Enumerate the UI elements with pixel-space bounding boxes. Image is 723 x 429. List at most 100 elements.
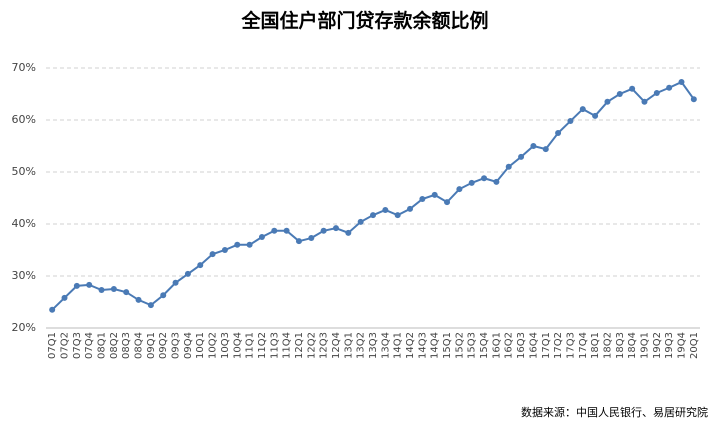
x-tick-label: 07Q1	[47, 332, 58, 359]
x-tick-label: 13Q4	[380, 332, 391, 359]
x-tick-label: 11Q4	[282, 332, 293, 359]
x-tick-label: 14Q3	[417, 332, 428, 359]
x-tick-label: 16Q4	[528, 332, 539, 359]
x-tick-label: 17Q3	[565, 332, 576, 359]
chart-title: 全国住户部门贷存款余额比例	[240, 9, 488, 32]
data-point	[197, 262, 204, 269]
data-point	[110, 286, 117, 292]
data-point	[61, 294, 68, 301]
x-tick-label: 08Q1	[97, 332, 108, 359]
data-point	[246, 241, 253, 248]
y-tick-label: 50%	[12, 165, 36, 178]
data-point	[184, 270, 191, 277]
x-tick-label: 09Q4	[183, 332, 194, 359]
data-point	[345, 229, 352, 236]
y-tick-label: 30%	[12, 269, 36, 282]
x-tick-label: 08Q3	[121, 332, 132, 359]
data-point	[135, 296, 142, 303]
x-tick-label: 15Q1	[442, 332, 453, 359]
x-tick-label: 12Q2	[306, 332, 317, 359]
data-point	[407, 205, 414, 212]
x-tick-label: 10Q1	[195, 332, 206, 359]
data-point	[678, 79, 685, 86]
x-tick-label: 14Q2	[405, 332, 416, 359]
data-point	[370, 212, 376, 219]
data-point	[629, 85, 636, 92]
y-tick-label: 70%	[12, 61, 36, 74]
data-point	[444, 199, 451, 206]
data-point	[530, 143, 537, 149]
x-tick-label: 17Q4	[578, 332, 589, 359]
data-point	[555, 130, 562, 136]
data-point	[604, 98, 611, 105]
x-tick-label: 10Q4	[232, 332, 243, 359]
x-tick-label: 09Q1	[146, 332, 157, 359]
data-point	[419, 196, 426, 203]
data-point	[123, 289, 130, 296]
x-tick-label: 18Q1	[590, 332, 601, 359]
data-point	[431, 191, 438, 198]
data-point	[172, 279, 179, 286]
x-tick-label: 19Q3	[664, 332, 675, 359]
data-point	[592, 112, 599, 119]
data-point	[493, 178, 500, 185]
data-point	[73, 282, 80, 289]
x-tick-label: 16Q1	[491, 332, 502, 359]
data-point	[160, 292, 167, 299]
x-tick-label: 08Q2	[109, 332, 120, 359]
data-point	[86, 281, 93, 288]
x-tick-label: 12Q1	[294, 332, 305, 359]
data-point	[332, 225, 339, 232]
x-tick-label: 13Q1	[343, 332, 354, 359]
x-tick-label: 10Q3	[220, 332, 231, 359]
data-point	[221, 247, 228, 253]
x-tick-label: 14Q4	[430, 332, 441, 359]
x-tick-label: 12Q3	[319, 332, 330, 359]
x-tick-label: 16Q3	[516, 332, 527, 359]
data-point	[283, 227, 290, 234]
x-tick-label: 12Q4	[331, 332, 342, 359]
data-point	[147, 302, 154, 309]
x-tick-label: 07Q3	[72, 332, 83, 359]
y-tick-label: 60%	[12, 113, 36, 126]
data-point	[579, 106, 586, 113]
source-note: 数据来源：中国人民银行、易居研究院	[521, 405, 708, 419]
data-point	[209, 251, 216, 258]
data-point	[357, 218, 364, 225]
x-tick-label: 11Q2	[257, 332, 268, 359]
data-point	[505, 163, 512, 170]
x-tick-label: 08Q4	[134, 332, 145, 359]
data-point	[394, 212, 401, 219]
x-tick-label: 10Q2	[208, 332, 219, 359]
x-tick-label: 09Q2	[158, 332, 169, 359]
x-tick-label: 19Q4	[676, 332, 687, 359]
data-point	[320, 227, 327, 234]
data-point	[641, 98, 648, 105]
data-point	[468, 179, 475, 186]
data-point	[456, 186, 463, 193]
x-tick-label: 18Q2	[602, 332, 613, 359]
data-point	[271, 227, 278, 234]
data-point	[666, 84, 673, 91]
x-tick-label: 15Q4	[479, 332, 490, 359]
x-tick-label: 07Q2	[60, 332, 71, 359]
x-tick-label: 20Q1	[689, 332, 700, 359]
data-point	[481, 175, 488, 182]
data-point	[690, 96, 697, 103]
data-point	[258, 234, 265, 240]
data-point	[653, 89, 660, 96]
data-point	[542, 146, 549, 153]
data-point	[382, 206, 389, 213]
x-tick-label: 13Q2	[356, 332, 367, 359]
x-tick-label: 14Q1	[393, 332, 404, 359]
x-tick-label: 16Q2	[504, 332, 515, 359]
x-tick-label: 09Q3	[171, 332, 182, 359]
x-tick-label: 18Q3	[615, 332, 626, 359]
data-point	[616, 91, 623, 97]
x-tick-label: 07Q4	[84, 332, 95, 359]
x-tick-label: 11Q3	[269, 332, 280, 359]
y-tick-label: 20%	[12, 321, 36, 334]
data-point	[98, 287, 105, 294]
data-point	[49, 306, 56, 313]
